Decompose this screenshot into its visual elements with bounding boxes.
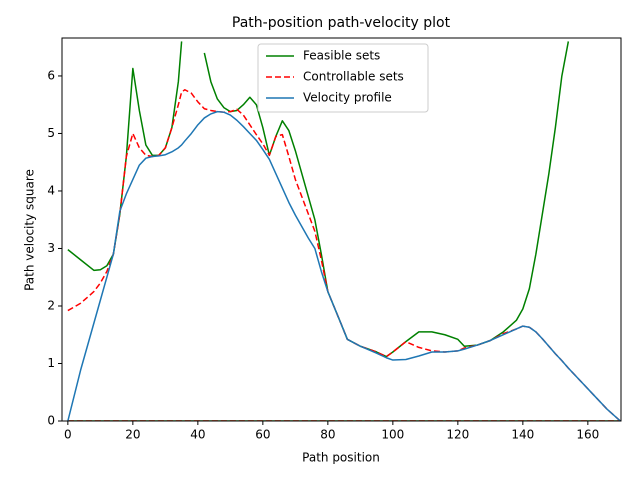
y-tick-label: 2: [47, 298, 55, 312]
series-line: [67, 89, 621, 421]
x-tick-label: 100: [381, 428, 404, 442]
y-axis-label: Path velocity square: [23, 169, 37, 291]
plot-area: [67, 41, 621, 421]
y-tick-label: 0: [47, 414, 55, 428]
x-tick-label: 160: [576, 428, 599, 442]
x-tick-label: 0: [64, 428, 72, 442]
y-tick-label: 1: [47, 356, 55, 370]
x-tick-label: 20: [125, 428, 140, 442]
legend-label: Feasible sets: [303, 49, 380, 63]
y-tick-label: 5: [47, 126, 55, 140]
legend-label: Controllable sets: [303, 70, 404, 84]
y-tick-label: 4: [47, 183, 55, 197]
series-line: [67, 110, 621, 421]
chart-title: Path-position path-velocity plot: [232, 15, 451, 31]
x-tick-label: 140: [511, 428, 534, 442]
y-tick-label: 6: [47, 68, 55, 82]
x-tick-label: 40: [190, 428, 205, 442]
legend-label: Velocity profile: [303, 91, 392, 105]
legend: Feasible sets Controllable sets Velocity p…: [257, 43, 429, 113]
x-axis-label: Path position: [302, 451, 380, 465]
x-tick-label: 80: [320, 428, 335, 442]
x-tick-label: 120: [446, 428, 469, 442]
x-tick-label: 60: [255, 428, 270, 442]
y-tick-label: 3: [47, 241, 55, 255]
legend-box: [257, 43, 429, 113]
plot-frame: [61, 37, 622, 422]
series-line: [67, 41, 183, 272]
